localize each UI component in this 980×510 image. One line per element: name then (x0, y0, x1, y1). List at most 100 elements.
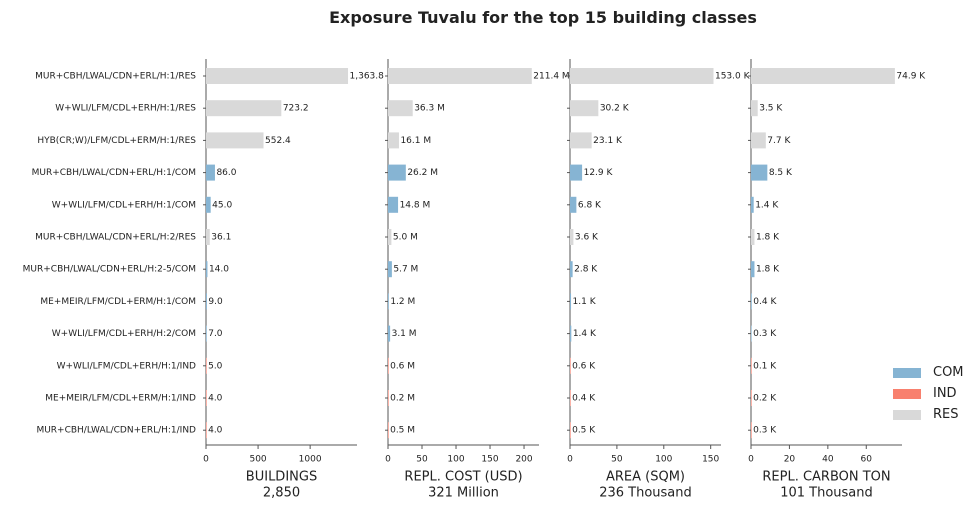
data-label: 0.4 K (753, 297, 777, 307)
bar-com (751, 325, 752, 342)
bar-com (570, 261, 573, 278)
bar-com (388, 293, 389, 310)
bar-com (570, 293, 572, 310)
x-axis-label: AREA (SQM) (606, 470, 685, 485)
bar-res (751, 229, 755, 245)
data-label: 36.3 M (414, 104, 445, 114)
data-label: 0.2 K (753, 394, 777, 404)
bar-com (206, 164, 215, 181)
data-label: 14.0 (209, 265, 229, 275)
x-tick-label: 200 (515, 455, 532, 465)
x-tick-label: 150 (481, 455, 498, 465)
x-tick-label: 100 (447, 455, 464, 465)
bar-ind (388, 390, 389, 406)
legend-item-com: COM (893, 362, 964, 383)
bar-ind (570, 422, 571, 439)
chart-title: Exposure Tuvalu for the top 15 building … (329, 8, 757, 27)
data-label: 30.2 K (600, 104, 630, 114)
panel-total: 236 Thousand (599, 486, 692, 501)
data-label: 0.6 K (572, 361, 596, 371)
data-label: 723.2 (283, 104, 309, 114)
panel-total: 101 Thousand (780, 486, 873, 501)
bar-com (570, 196, 577, 213)
data-label: 0.6 M (390, 361, 415, 371)
bar-res (570, 132, 592, 149)
data-label: 552.4 (265, 136, 291, 146)
data-label: 153.0 K (715, 72, 751, 82)
legend-item-res: RES (893, 404, 964, 425)
bar-ind (206, 422, 207, 439)
bar-com (570, 325, 572, 342)
data-label: 0.1 K (753, 361, 777, 371)
data-label: 4.0 (208, 394, 223, 404)
legend-label-ind: IND (933, 386, 957, 401)
bar-res (751, 68, 895, 84)
data-label: 5.7 M (393, 265, 418, 275)
category-label: ME+MEIR/LFM/CDL+ERM/H:1/COM (40, 297, 196, 307)
x-tick-label: 150 (702, 455, 719, 465)
data-label: 0.2 M (390, 394, 415, 404)
panel-total: 2,850 (263, 486, 300, 501)
bar-ind (751, 390, 752, 406)
data-label: 36.1 (211, 233, 231, 243)
bar-res (570, 68, 714, 84)
x-tick-label: 60 (861, 455, 873, 465)
bar-com (570, 164, 583, 181)
x-tick-label: 0 (567, 455, 573, 465)
bar-com (206, 293, 207, 310)
data-label: 2.8 K (574, 265, 598, 275)
data-label: 9.0 (208, 297, 223, 307)
data-label: 14.8 M (400, 200, 431, 210)
bar-res (388, 132, 399, 149)
legend-item-ind: IND (893, 383, 964, 404)
category-label: HYB(CR;W)/LFM/CDL+ERM/H:1/RES (37, 136, 196, 146)
data-label: 86.0 (216, 168, 236, 178)
bar-res (388, 68, 532, 84)
data-label: 1.2 M (390, 297, 415, 307)
data-label: 5.0 M (393, 233, 418, 243)
category-label: MUR+CBH/LWAL/CDN+ERL/H:2-5/COM (23, 265, 196, 275)
bar-res (206, 132, 264, 149)
bar-com (751, 164, 768, 181)
x-tick-label: 40 (822, 455, 834, 465)
category-label: W+WLI/LFM/CDL+ERH/H:1/RES (55, 104, 196, 114)
bar-ind (570, 357, 571, 374)
bar-res (206, 100, 282, 117)
category-label: MUR+CBH/LWAL/CDN+ERL/H:2/RES (35, 233, 196, 243)
data-label: 0.5 M (390, 426, 415, 436)
bar-res (751, 132, 766, 149)
legend-label-com: COM (933, 365, 964, 380)
x-axis-label: REPL. CARBON TON (762, 470, 890, 485)
category-label: ME+MEIR/LFM/CDL+ERM/H:1/IND (45, 394, 196, 404)
bar-ind (751, 422, 752, 439)
bar-ind (388, 357, 389, 374)
bar-ind (206, 390, 207, 406)
data-label: 6.8 K (578, 200, 602, 210)
data-label: 7.0 (208, 329, 223, 339)
data-label: 5.0 (208, 361, 223, 371)
data-label: 12.9 K (584, 168, 614, 178)
x-tick-label: 50 (416, 455, 428, 465)
bar-ind (206, 357, 207, 374)
x-axis-label: BUILDINGS (246, 470, 317, 485)
bar-com (206, 196, 211, 213)
data-label: 211.4 M (533, 72, 569, 82)
data-label: 0.4 K (572, 394, 596, 404)
category-label: MUR+CBH/LWAL/CDN+ERL/H:1/IND (36, 426, 196, 436)
category-label: W+WLI/LFM/CDL+ERH/H:1/COM (52, 200, 196, 210)
data-label: 45.0 (212, 200, 232, 210)
data-label: 1.8 K (756, 233, 780, 243)
x-tick-label: 100 (655, 455, 672, 465)
x-tick-label: 0 (748, 455, 754, 465)
data-label: 1.1 K (573, 297, 597, 307)
legend-swatch-res (893, 409, 921, 420)
bar-res (751, 100, 758, 117)
bar-com (751, 293, 752, 310)
bar-com (751, 196, 754, 213)
bar-res (570, 229, 574, 245)
legend-swatch-ind (893, 388, 921, 399)
bar-res (388, 100, 413, 117)
data-label: 0.5 K (572, 426, 596, 436)
data-label: 8.5 K (769, 168, 793, 178)
data-label: 1.8 K (756, 265, 780, 275)
